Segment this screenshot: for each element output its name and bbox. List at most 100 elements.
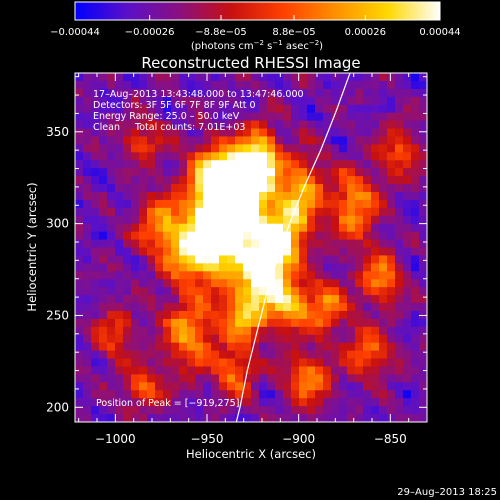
heatmap-cell <box>275 231 284 240</box>
heatmap-cell <box>123 112 132 121</box>
heatmap-cell <box>371 303 380 312</box>
heatmap-cell <box>131 398 140 407</box>
heatmap-cell <box>187 152 196 161</box>
heatmap-cell <box>171 176 180 185</box>
heatmap-cell <box>371 96 380 106</box>
heatmap-cell <box>347 176 356 185</box>
heatmap-cell <box>363 350 372 359</box>
heatmap-cell <box>107 358 116 367</box>
heatmap-cell <box>227 104 236 114</box>
heatmap-cell <box>403 295 412 304</box>
heatmap-cell <box>147 207 156 217</box>
heatmap-cell <box>315 136 324 145</box>
heatmap-cell <box>115 88 124 98</box>
heatmap-cell <box>275 152 284 161</box>
heatmap-cell <box>347 231 356 240</box>
heatmap-cell <box>419 168 427 177</box>
heatmap-cell <box>307 128 316 137</box>
heatmap-cell <box>347 255 356 264</box>
heatmap-cell <box>179 231 188 240</box>
heatmap-cell <box>395 406 404 415</box>
heatmap-cell <box>275 191 284 201</box>
heatmap-cell <box>395 223 404 233</box>
heatmap-cell <box>363 73 372 82</box>
heatmap-cell <box>115 231 124 240</box>
heatmap-cell <box>419 406 427 415</box>
heatmap-cell <box>323 303 332 312</box>
heatmap-cell <box>403 168 412 177</box>
heatmap-cell <box>131 104 140 114</box>
heatmap-cell <box>283 303 292 312</box>
heatmap-cell <box>411 406 420 415</box>
heatmap-cell <box>275 295 284 304</box>
heatmap-cell <box>251 231 260 240</box>
heatmap-cell <box>91 96 100 106</box>
heatmap-cell <box>195 215 204 225</box>
heatmap-cell <box>131 279 140 288</box>
heatmap-cell <box>267 366 276 375</box>
heatmap-cell <box>267 176 276 185</box>
heatmap-cell <box>299 231 308 240</box>
heatmap-cell <box>395 334 404 344</box>
heatmap-cell <box>339 184 348 193</box>
heatmap-cell <box>323 207 332 217</box>
heatmap-cell <box>91 366 100 375</box>
heatmap-cell <box>219 271 228 280</box>
heatmap-cell <box>171 160 180 169</box>
heatmap-cell <box>171 191 180 201</box>
heatmap-cell <box>211 184 220 193</box>
heatmap-cell <box>419 382 427 391</box>
heatmap-cell <box>219 239 228 248</box>
heatmap-cell <box>283 414 292 422</box>
heatmap-cell <box>115 176 124 185</box>
heatmap-cell <box>267 398 276 407</box>
heatmap-cell <box>139 176 148 185</box>
heatmap-cell <box>243 350 252 359</box>
heatmap-cell <box>331 144 340 153</box>
heatmap-cell <box>139 73 148 82</box>
heatmap-cell <box>179 406 188 415</box>
heatmap-cell <box>99 374 108 383</box>
heatmap-cell <box>403 152 412 161</box>
heatmap-cell <box>379 382 388 391</box>
heatmap-cell <box>195 88 204 98</box>
heatmap-cell <box>195 414 204 422</box>
heatmap-cell <box>379 318 388 328</box>
heatmap-cell <box>411 160 420 169</box>
heatmap-cell <box>323 199 332 209</box>
heatmap-cell <box>323 231 332 240</box>
heatmap-cell <box>139 287 148 296</box>
heatmap-cell <box>283 279 292 288</box>
heatmap-cell <box>155 271 164 280</box>
heatmap-cell <box>75 390 84 399</box>
heatmap-cell <box>227 223 236 233</box>
heatmap-cell <box>139 326 148 336</box>
heatmap-cell <box>147 247 156 256</box>
heatmap-cell <box>203 191 212 201</box>
heatmap-cell <box>371 358 380 367</box>
heatmap-cell <box>307 207 316 217</box>
heatmap-cell <box>275 88 284 98</box>
heatmap-cell <box>371 279 380 288</box>
heatmap-cell <box>379 271 388 280</box>
heatmap-cell <box>411 398 420 407</box>
heatmap-cell <box>355 334 364 344</box>
heatmap-cell <box>179 184 188 193</box>
heatmap-cell <box>243 96 252 106</box>
heatmap-cell <box>243 168 252 177</box>
heatmap-cell <box>363 231 372 240</box>
heatmap-cell <box>235 144 244 153</box>
heatmap-cell <box>275 279 284 288</box>
heatmap-cell <box>115 255 124 264</box>
heatmap-cell <box>131 358 140 367</box>
heatmap-cell <box>291 112 300 121</box>
heatmap-cell <box>331 199 340 209</box>
heatmap-cell <box>419 271 427 280</box>
heatmap-cell <box>315 255 324 264</box>
heatmap-cell <box>411 310 420 320</box>
heatmap-cell <box>83 184 92 193</box>
heatmap-cell <box>131 160 140 169</box>
heatmap-cell <box>299 199 308 209</box>
heatmap-cell <box>243 231 252 240</box>
heatmap-cell <box>179 191 188 201</box>
